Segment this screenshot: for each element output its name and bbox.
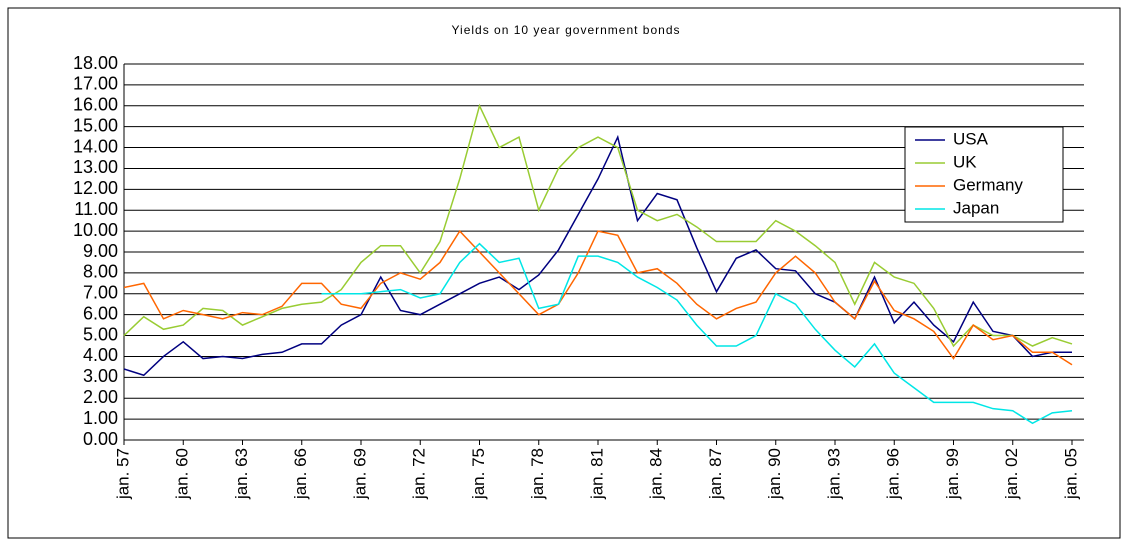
x-tick-label: jan. 05: [1061, 448, 1080, 500]
x-tick-label: jan. 02: [1002, 448, 1021, 500]
y-tick-label: 10.00: [73, 220, 118, 240]
y-tick-label: 2.00: [83, 387, 118, 407]
legend-label: Japan: [953, 198, 999, 217]
chart-title: Yields on 10 year government bonds: [451, 23, 680, 37]
x-tick-label: jan. 60: [173, 448, 192, 500]
y-tick-label: 15.00: [73, 115, 118, 135]
y-tick-label: 3.00: [83, 366, 118, 386]
x-tick-label: jan. 81: [587, 448, 606, 500]
legend-label: USA: [953, 129, 989, 148]
series-line: [123, 229, 1073, 366]
y-tick-label: 9.00: [83, 241, 118, 261]
y-tick-label: 8.00: [83, 262, 118, 282]
x-tick-label: jan. 72: [410, 448, 429, 500]
x-tick-label: jan. 57: [113, 448, 132, 500]
legend-label: Germany: [953, 175, 1023, 194]
y-tick-label: 1.00: [83, 408, 118, 428]
y-tick-label: 6.00: [83, 303, 118, 323]
x-tick-label: jan. 69: [350, 448, 369, 500]
y-tick-label: 14.00: [73, 136, 118, 156]
y-tick-label: 12.00: [73, 178, 118, 198]
y-tick-label: 17.00: [73, 74, 118, 94]
x-tick-label: jan. 66: [291, 448, 310, 500]
legend-box: [904, 126, 1064, 223]
y-tick-label: 5.00: [83, 324, 118, 344]
y-tick-label: 0.00: [83, 429, 118, 449]
y-tick-label: 18.00: [73, 53, 118, 73]
x-tick-label: jan. 99: [943, 448, 962, 500]
x-tick-label: jan. 84: [647, 448, 666, 500]
x-tick-label: jan. 78: [528, 448, 547, 500]
y-tick-label: 13.00: [73, 157, 118, 177]
y-tick-label: 4.00: [83, 345, 118, 365]
x-tick-label: jan. 96: [884, 448, 903, 500]
y-tick-label: 11.00: [74, 199, 118, 219]
x-tick-label: jan. 63: [232, 448, 251, 500]
x-tick-label: jan. 75: [469, 448, 488, 500]
y-tick-label: 7.00: [83, 283, 118, 303]
y-tick-label: 16.00: [73, 95, 118, 115]
series-line: [321, 242, 1073, 425]
x-tick-label: jan. 93: [824, 448, 843, 500]
x-tick-label: jan. 87: [706, 448, 725, 500]
legend-label: UK: [953, 152, 977, 171]
series-line: [123, 134, 1072, 377]
series-line: [123, 103, 1073, 348]
x-tick-label: jan. 90: [765, 448, 784, 500]
